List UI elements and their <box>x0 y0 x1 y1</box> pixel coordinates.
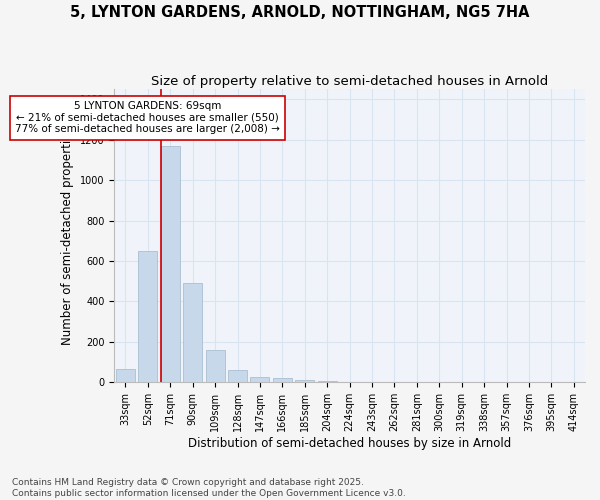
Bar <box>295 380 314 382</box>
Text: Contains HM Land Registry data © Crown copyright and database right 2025.
Contai: Contains HM Land Registry data © Crown c… <box>12 478 406 498</box>
Title: Size of property relative to semi-detached houses in Arnold: Size of property relative to semi-detach… <box>151 75 548 88</box>
Bar <box>183 284 202 382</box>
Bar <box>116 369 135 382</box>
Bar <box>317 380 337 382</box>
Bar <box>139 251 157 382</box>
Bar <box>161 146 180 382</box>
Text: 5, LYNTON GARDENS, ARNOLD, NOTTINGHAM, NG5 7HA: 5, LYNTON GARDENS, ARNOLD, NOTTINGHAM, N… <box>70 5 530 20</box>
Bar <box>273 378 292 382</box>
X-axis label: Distribution of semi-detached houses by size in Arnold: Distribution of semi-detached houses by … <box>188 437 511 450</box>
Bar <box>206 350 224 382</box>
Bar <box>228 370 247 382</box>
Y-axis label: Number of semi-detached properties: Number of semi-detached properties <box>61 126 74 345</box>
Text: 5 LYNTON GARDENS: 69sqm
← 21% of semi-detached houses are smaller (550)
77% of s: 5 LYNTON GARDENS: 69sqm ← 21% of semi-de… <box>16 102 280 134</box>
Bar <box>250 378 269 382</box>
